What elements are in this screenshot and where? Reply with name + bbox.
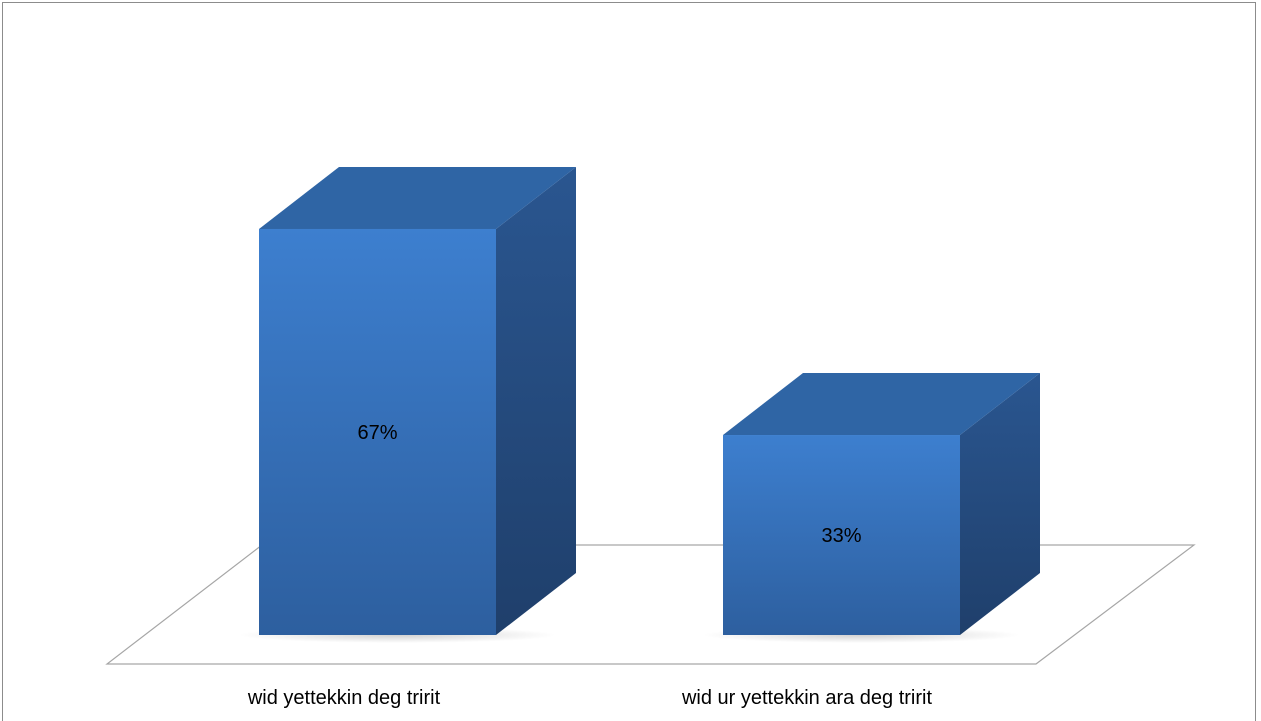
bar-2: 33% xyxy=(723,373,1040,635)
bar-1-side-face xyxy=(496,166,576,636)
bars-layer: 67% 33% xyxy=(239,166,1040,643)
category-label-2: wid ur yettekkin ara deg tririt xyxy=(681,687,933,709)
data-label-2: 33% xyxy=(821,525,861,547)
bar-1-front-face xyxy=(259,228,496,636)
bar-1-top-face xyxy=(259,166,576,229)
bar-2-top-face xyxy=(723,373,1040,436)
data-label-1: 67% xyxy=(357,422,397,444)
category-label-1: wid yettekkin deg tririt xyxy=(247,687,441,709)
bar-1: 67% xyxy=(259,166,576,636)
bar-2-front-face xyxy=(723,435,960,635)
bar-2-side-face xyxy=(960,373,1040,635)
